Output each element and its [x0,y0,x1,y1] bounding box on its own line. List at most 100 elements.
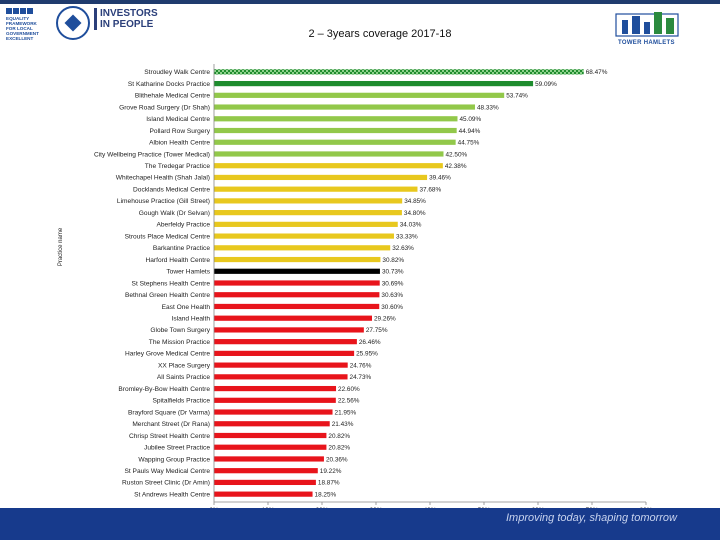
category-label: Grove Road Surgery (Dr Shah) [119,104,210,111]
bar [214,491,313,497]
data-label: 59.09% [535,81,557,88]
footer-tagline: Improving today, shaping tomorrow [506,512,677,524]
bar [214,268,380,274]
data-label: 30.63% [381,292,403,299]
data-label: 20.36% [326,456,348,463]
bar [214,362,348,368]
category-label: Merchant Street (Dr Rana) [132,421,210,428]
bar [214,127,457,134]
data-label: 27.75% [366,327,388,334]
bar [214,174,428,181]
category-label: Albion Health Centre [149,140,210,147]
category-label: All Saints Practice [157,374,210,381]
bar [214,292,380,298]
investors-in-people-mark-icon [94,8,97,30]
category-label: Aberfeldy Practice [156,222,210,229]
category-label: Bethnal Green Health Centre [125,292,210,299]
bar [214,245,391,251]
data-label: 24.76% [350,362,372,369]
bar [214,479,316,486]
bar [214,327,364,333]
data-label: 29.26% [374,315,396,322]
data-label: 30.60% [381,304,403,311]
bar [214,80,534,87]
category-label: St Katharine Docks Practice [128,81,210,88]
category-label: Strouts Place Medical Centre [125,233,211,240]
data-label: 42.38% [445,163,467,170]
bar [214,303,380,310]
bar [214,456,324,462]
data-label: 19.22% [320,468,342,475]
category-label: City Wellbeing Practice (Tower Medical) [94,151,210,158]
data-label: 44.94% [459,128,481,135]
category-label: Harford Health Centre [145,257,210,264]
bar [214,116,458,122]
data-label: 34.03% [400,222,422,229]
category-label: Barkantine Practice [153,245,211,252]
data-label: 44.75% [458,140,480,147]
category-label: Stroudley Walk Centre [144,69,210,76]
tower-hamlets-wordmark: TOWER HAMLETS [618,40,675,46]
bar [214,409,333,415]
category-label: Whitechapel Health (Shah Jalal) [116,175,210,182]
category-label: Ruston Street Clinic (Dr Amin) [122,480,210,487]
category-label: Wapping Group Practice [138,456,210,463]
bar [214,233,394,239]
category-label: Blithehale Medical Centre [135,93,210,100]
data-label: 26.46% [359,339,381,346]
category-label: Gough Walk (Dr Selvan) [139,210,210,217]
category-label: Tower Hamlets [166,269,210,276]
bar [214,69,584,75]
bar [214,468,318,474]
category-label: Island Health [172,315,211,322]
data-label: 22.56% [338,398,360,405]
category-label: Brayford Square (Dr Varma) [128,409,210,416]
tower-hamlets-logo [615,12,679,37]
data-label: 33.33% [396,233,418,240]
data-label: 37.68% [419,186,441,193]
equality-line: FOR LOCAL [6,26,33,31]
data-label: 39.46% [429,175,451,182]
bar [214,198,403,204]
equality-framework-logo: EQUALITY FRAMEWORK FOR LOCAL GOVERNMENT … [6,8,46,41]
data-label: 48.33% [477,104,499,111]
iip-line: IN PEOPLE [100,19,154,30]
data-label: 20.82% [328,433,350,440]
data-label: 18.25% [315,491,337,498]
data-label: 21.95% [335,409,357,416]
category-label: Jubilee Street Practice [144,445,210,452]
data-label: 24.73% [350,374,372,381]
bar [214,280,380,286]
bar [214,350,355,356]
data-label: 34.80% [404,210,426,217]
bar [214,444,327,450]
data-label: 21.43% [332,421,354,428]
bar [214,374,348,380]
iip-line: INVESTORS [100,8,158,19]
category-label: Spitalfields Practice [152,398,210,405]
investors-in-people-logo: INVESTORS IN PEOPLE [100,8,158,30]
bar [214,432,327,439]
category-label: The Mission Practice [149,339,211,346]
data-label: 42.50% [446,151,468,158]
category-label: The Tredegar Practice [145,163,211,170]
data-label: 30.69% [382,280,404,287]
bar [214,139,456,145]
category-label: Chrisp Street Health Centre [129,433,210,440]
data-label: 34.85% [404,198,426,205]
bar [214,210,402,216]
bar [214,315,373,321]
category-label: Island Medical Centre [146,116,210,123]
bar [214,163,443,169]
bar [214,151,444,157]
category-label: St Stephens Health Centre [132,280,211,287]
bar [214,397,336,403]
footer-bar [0,508,720,540]
category-label: XX Place Surgery [158,362,211,369]
bar [214,385,337,392]
data-label: 30.73% [382,269,404,276]
equality-line: FRAMEWORK [6,21,37,26]
category-label: St Pauls Way Medical Centre [124,468,210,475]
data-label: 32.63% [392,245,414,252]
